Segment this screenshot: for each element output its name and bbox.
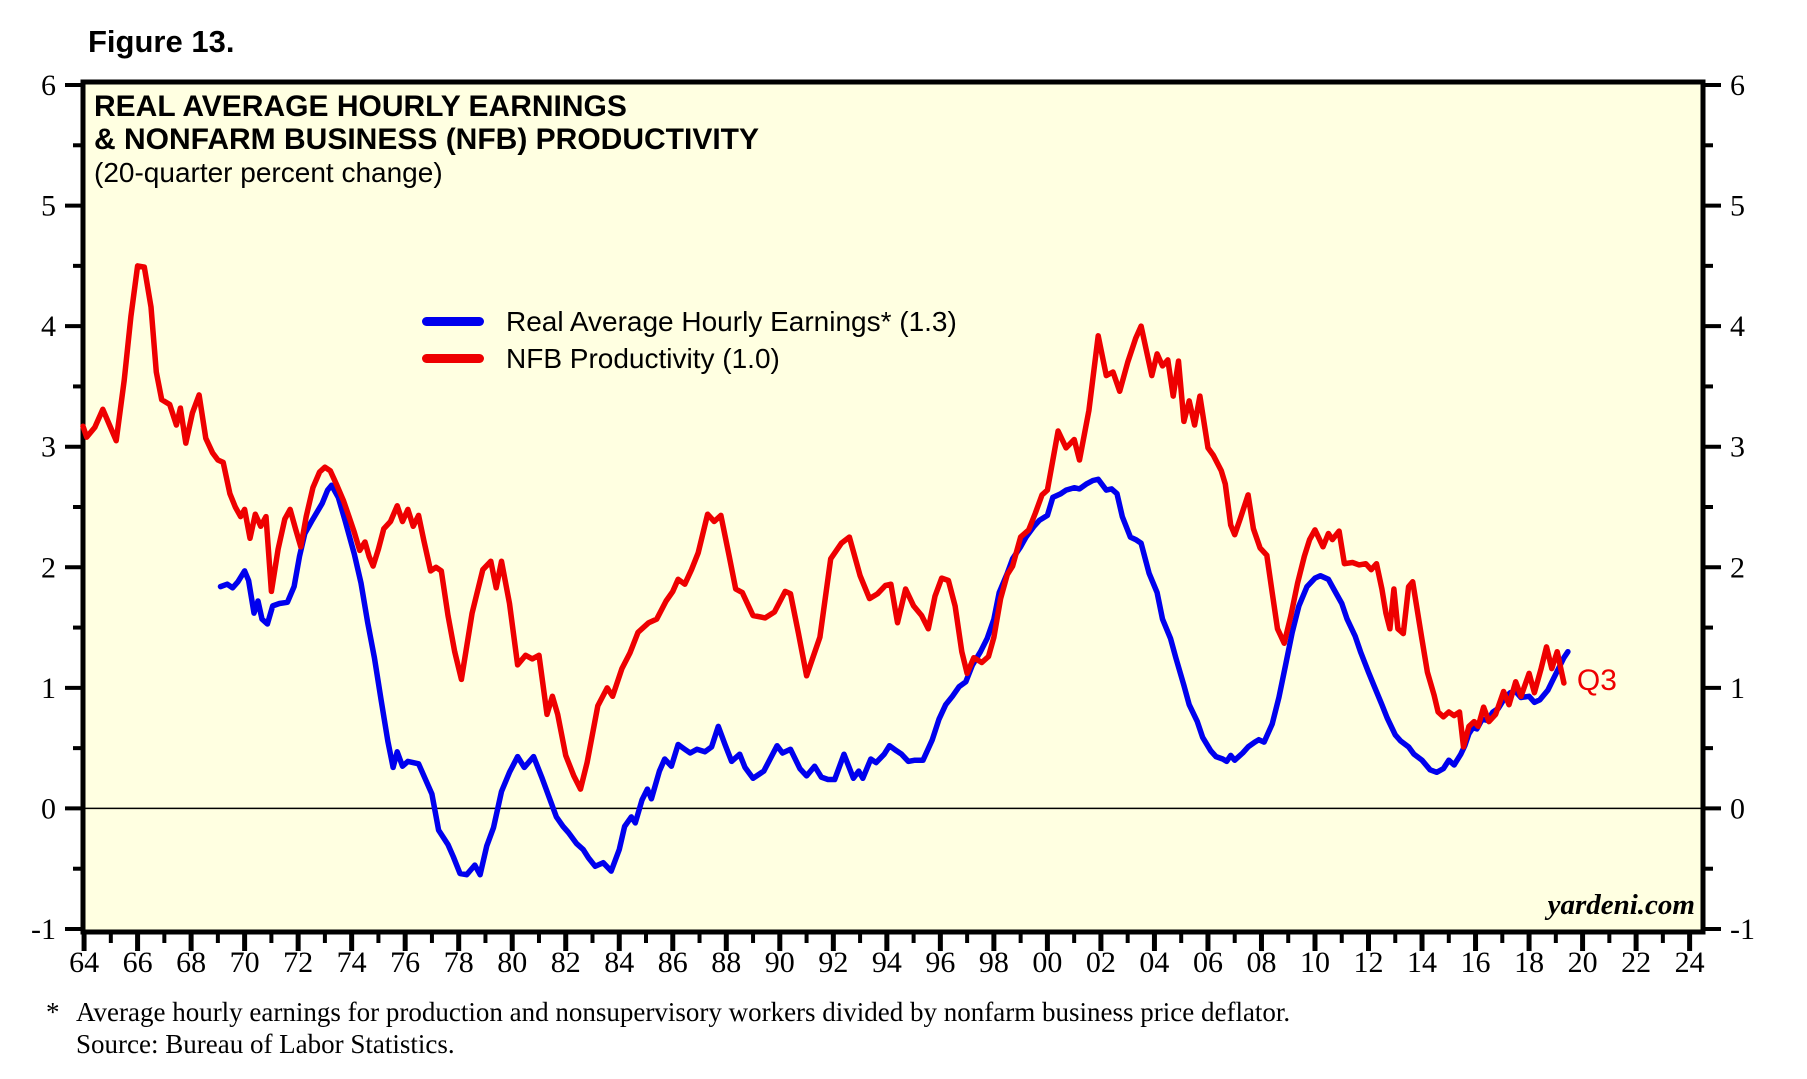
footnote-line2-row: Source: Bureau of Labor Statistics. — [46, 1028, 1290, 1060]
x-axis-label: 66 — [123, 946, 153, 979]
y-axis-label-right: 6 — [1730, 69, 1745, 102]
x-axis-label: 64 — [69, 946, 99, 979]
chart-title-line1: REAL AVERAGE HOURLY EARNINGS — [94, 90, 627, 123]
x-axis-label: 82 — [551, 946, 581, 979]
x-axis-label: 16 — [1461, 946, 1491, 979]
x-axis-label: 20 — [1568, 946, 1598, 979]
watermark: yardeni.com — [1547, 889, 1695, 921]
x-axis-label: 92 — [818, 946, 848, 979]
legend-label-productivity: NFB Productivity (1.0) — [506, 342, 780, 374]
x-axis-label: 86 — [658, 946, 688, 979]
legend-label-earnings: Real Average Hourly Earnings* (1.3) — [506, 305, 957, 337]
y-axis-label-left: 1 — [41, 672, 56, 705]
y-axis-label-left: 5 — [41, 190, 56, 223]
x-axis-label: 00 — [1032, 946, 1062, 979]
y-axis-label-left: 0 — [41, 792, 56, 825]
chart-subtitle: (20-quarter percent change) — [94, 157, 443, 188]
x-axis-label: 84 — [604, 946, 634, 979]
y-axis-label-left: 4 — [41, 310, 56, 343]
x-axis-label: 90 — [765, 946, 795, 979]
x-axis-label: 04 — [1139, 946, 1169, 979]
legend-item-productivity: NFB Productivity (1.0) — [422, 340, 957, 377]
plot-frame — [80, 79, 1706, 935]
footnote-line2: Source: Bureau of Labor Statistics. — [76, 1029, 455, 1059]
y-axis-label-left: -1 — [31, 913, 56, 946]
y-axis-label-right: 4 — [1730, 310, 1745, 343]
y-axis-label-right: -1 — [1730, 913, 1755, 946]
y-axis-label-right: 0 — [1730, 792, 1745, 825]
q3-annotation: Q3 — [1576, 664, 1617, 698]
x-axis-label: 98 — [979, 946, 1009, 979]
earnings-line — [217, 476, 1571, 878]
x-axis-label: 12 — [1354, 946, 1384, 979]
y-axis-label-right: 1 — [1730, 672, 1745, 705]
x-axis-label: 78 — [444, 946, 474, 979]
x-axis-label: 22 — [1621, 946, 1651, 979]
x-axis-label: 68 — [176, 946, 206, 979]
x-axis-label: 08 — [1246, 946, 1276, 979]
y-axis-label-right: 5 — [1730, 190, 1745, 223]
x-axis-label: 06 — [1193, 946, 1223, 979]
chart-title-block: REAL AVERAGE HOURLY EARNINGS & NONFARM B… — [94, 90, 759, 189]
x-axis-label: 88 — [711, 946, 741, 979]
legend: Real Average Hourly Earnings* (1.3) NFB … — [422, 303, 957, 377]
y-axis-label-left: 2 — [41, 551, 56, 584]
x-axis-label: 72 — [283, 946, 313, 979]
y-axis-label-right: 3 — [1730, 431, 1745, 464]
productivity-line-swatch — [422, 354, 484, 363]
productivity-line — [80, 263, 1567, 792]
y-axis-label-left: 3 — [41, 431, 56, 464]
x-axis-label: 76 — [390, 946, 420, 979]
y-axis-label-left: 6 — [41, 69, 56, 102]
footnote-line1: Average hourly earnings for production a… — [76, 997, 1291, 1027]
x-axis-label: 02 — [1086, 946, 1116, 979]
footnote: * Average hourly earnings for production… — [46, 996, 1290, 1060]
x-axis-label: 14 — [1407, 946, 1437, 979]
x-axis-label: 18 — [1514, 946, 1544, 979]
footnote-asterisk: * — [46, 997, 60, 1027]
y-axis-label-right: 2 — [1730, 551, 1745, 584]
earnings-line-swatch — [422, 317, 484, 326]
x-axis-label: 96 — [925, 946, 955, 979]
x-axis-label: 10 — [1300, 946, 1330, 979]
x-axis-label: 74 — [337, 946, 367, 979]
figure-label: Figure 13. — [88, 24, 235, 59]
x-axis-label: 94 — [872, 946, 902, 979]
x-axis-label: 70 — [230, 946, 260, 979]
footnote-line1-row: * Average hourly earnings for production… — [46, 996, 1290, 1028]
x-axis-label: 24 — [1675, 946, 1705, 979]
legend-item-earnings: Real Average Hourly Earnings* (1.3) — [422, 303, 957, 340]
chart-title-line2: & NONFARM BUSINESS (NFB) PRODUCTIVITY — [94, 123, 760, 156]
x-axis-label: 80 — [497, 946, 527, 979]
